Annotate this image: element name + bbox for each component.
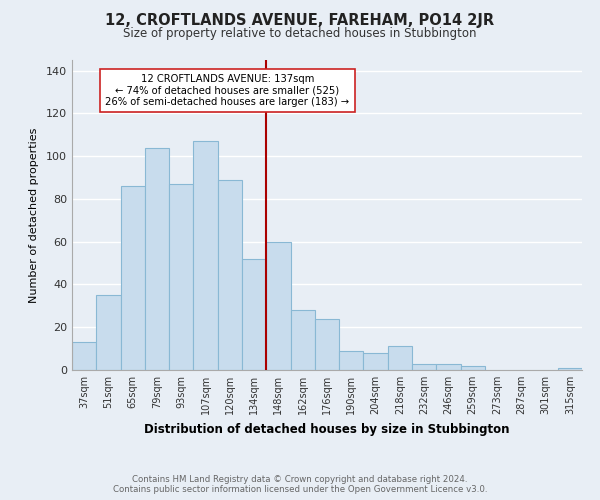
Bar [169, 184, 193, 370]
Text: Size of property relative to detached houses in Stubbington: Size of property relative to detached ho… [123, 28, 477, 40]
Bar [193, 141, 218, 370]
Y-axis label: Number of detached properties: Number of detached properties [29, 128, 39, 302]
Bar [121, 186, 145, 370]
X-axis label: Distribution of detached houses by size in Stubbington: Distribution of detached houses by size … [144, 422, 510, 436]
Bar [412, 364, 436, 370]
Text: Contains HM Land Registry data © Crown copyright and database right 2024.: Contains HM Land Registry data © Crown c… [132, 475, 468, 484]
Bar [96, 295, 121, 370]
Bar [436, 364, 461, 370]
Bar [266, 242, 290, 370]
Text: Contains public sector information licensed under the Open Government Licence v3: Contains public sector information licen… [113, 485, 487, 494]
Bar [242, 259, 266, 370]
Bar [558, 368, 582, 370]
Bar [461, 366, 485, 370]
Text: 12, CROFTLANDS AVENUE, FAREHAM, PO14 2JR: 12, CROFTLANDS AVENUE, FAREHAM, PO14 2JR [106, 12, 494, 28]
Text: 12 CROFTLANDS AVENUE: 137sqm
← 74% of detached houses are smaller (525)
26% of s: 12 CROFTLANDS AVENUE: 137sqm ← 74% of de… [106, 74, 350, 107]
Bar [218, 180, 242, 370]
Bar [388, 346, 412, 370]
Bar [72, 342, 96, 370]
Bar [315, 318, 339, 370]
Bar [145, 148, 169, 370]
Bar [364, 353, 388, 370]
Bar [339, 351, 364, 370]
Bar [290, 310, 315, 370]
